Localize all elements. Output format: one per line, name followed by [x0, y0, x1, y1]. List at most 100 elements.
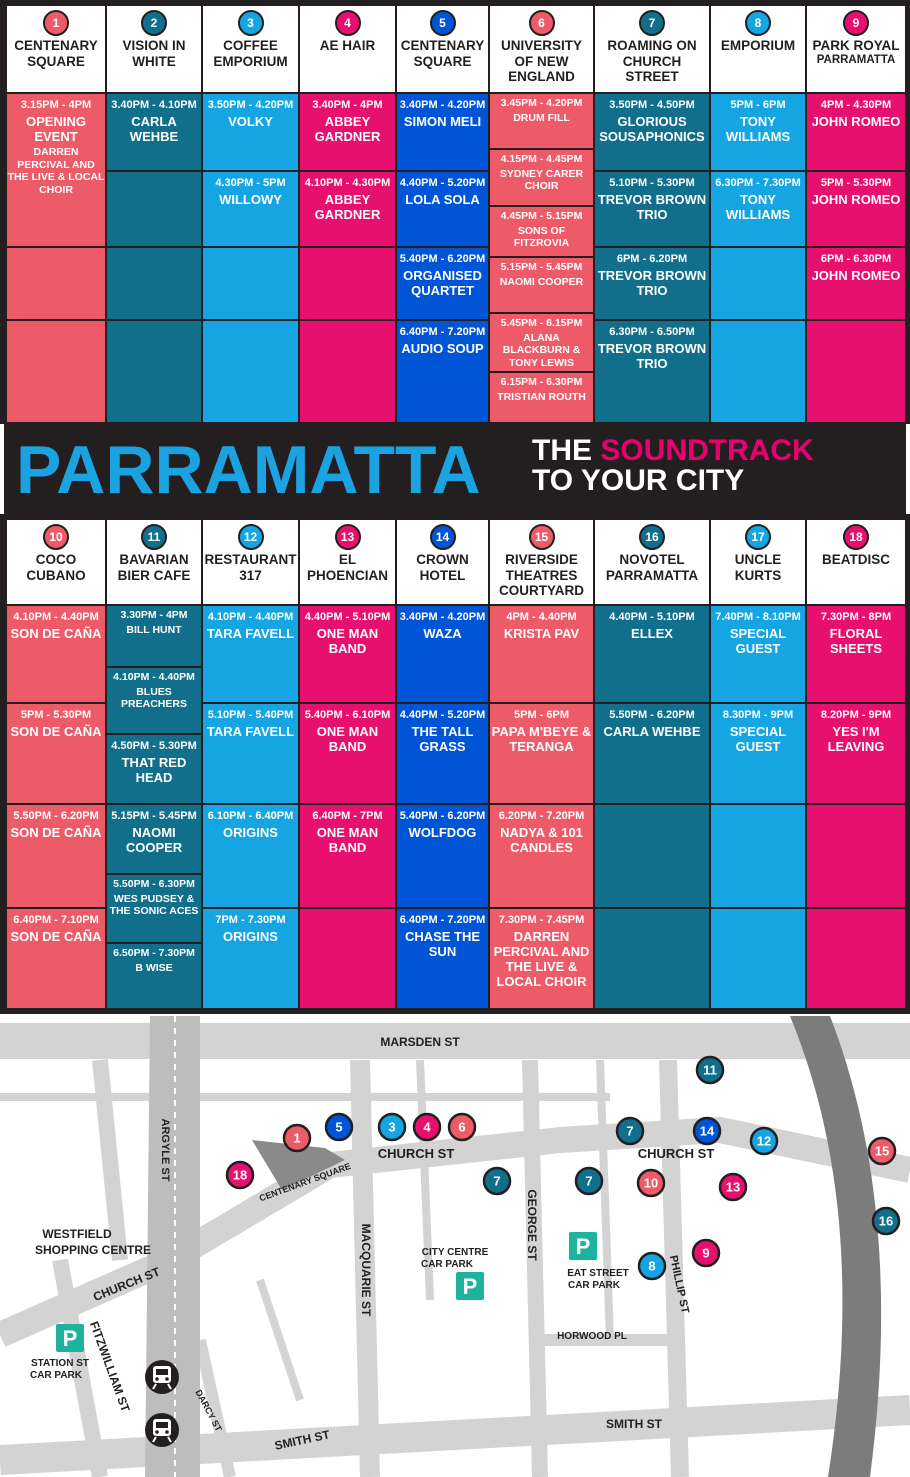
venue-marker[interactable]: 7 [482, 1166, 512, 1196]
svg-text:P: P [463, 1274, 478, 1299]
venue-number-badge: 2 [141, 10, 167, 36]
venue-marker[interactable]: 16 [871, 1206, 901, 1236]
slot-act: NAOMI COOPER [125, 825, 183, 855]
slot-act: ORIGINS [223, 929, 278, 944]
venue-column: 2 VISION IN WHITE 3.40PM - 4.10PM CARLA WEH… [107, 0, 201, 424]
slot-time: 5PM - 6PM [730, 99, 786, 111]
slot-time: 7.30PM - 8PM [820, 611, 892, 623]
venue-marker[interactable]: 7 [615, 1116, 645, 1146]
slot-time: 4.10PM - 4.30PM [304, 177, 391, 189]
slot-time: 7.30PM - 7.45PM [498, 914, 585, 926]
empty-cell [300, 321, 395, 422]
venue-number-badge: 6 [528, 10, 555, 36]
venue-marker[interactable]: 15 [867, 1136, 897, 1166]
venue-marker[interactable]: 4 [412, 1112, 442, 1142]
venue-marker-number: 3 [388, 1120, 395, 1135]
place-label: CITY CENTRE [422, 1247, 489, 1258]
slot-time: 3.40PM - 4PM [312, 99, 383, 111]
slot-act: TREVOR BROWN TRIO [597, 341, 707, 371]
slot-act: WES PUDSEY & THE SONIC ACES [109, 892, 199, 918]
slot-act: NADYA & 101 CANDLES [500, 825, 583, 855]
slot-act: TRISTIAN ROUTH [497, 390, 586, 403]
venue-name: NOVOTEL PARRAMATTA [605, 552, 699, 583]
venue-name: VISION IN WHITE [122, 38, 186, 69]
slot-time: 4.10PM - 4.40PM [13, 611, 99, 623]
schedule-cell: 3.40PM - 4.20PM SIMON MELI [397, 94, 488, 170]
schedule-cell: 5.45PM - 6.15PM ALANA BLACKBURN & TONY LE… [490, 314, 593, 371]
venue-marker[interactable]: 6 [447, 1112, 477, 1142]
empty-cell [7, 248, 105, 319]
venue-marker[interactable]: 8 [637, 1251, 667, 1281]
venue-header: 5 CENTENARY SQUARE [397, 6, 488, 92]
slot-time: 5.45PM - 6.15PM [500, 317, 583, 329]
slot-act: FLORAL SHEETS [829, 626, 883, 656]
slot-act: TREVOR BROWN TRIO [597, 192, 707, 222]
slot-time: 5.50PM - 6.20PM [13, 810, 99, 822]
slot-act: ABBEY GARDNER [314, 192, 381, 222]
venue-name: ROAMING ON CHURCH STREET [607, 38, 697, 84]
venue-header: 9 PARK ROYAL PARRAMATTA [807, 6, 905, 92]
slot-time: 3.50PM - 4.20PM [207, 99, 294, 111]
slot-act: PAPA M'BEYE & TERANGA [491, 724, 592, 754]
slot-time: 4.40PM - 5.10PM [304, 611, 391, 623]
venue-marker[interactable]: 5 [324, 1112, 354, 1142]
empty-cell [711, 321, 805, 422]
schedule-cell: 4.45PM - 5.15PM SONS OF FITZROVIA [490, 207, 593, 256]
slot-time: 5.40PM - 6.20PM [399, 253, 486, 265]
venue-marker[interactable]: 7 [574, 1166, 604, 1196]
slot-act: JOHN ROMEO [811, 192, 901, 207]
venue-number-badge: 13 [334, 524, 361, 550]
schedule-cell: 5.10PM - 5.40PM TARA FAVELL [203, 704, 298, 803]
venue-header: 10 COCO CUBANO [7, 520, 105, 604]
phillip-street [659, 1059, 689, 1477]
slot-time: 6.40PM - 7PM [312, 810, 383, 822]
slot-time: 6.30PM - 6.50PM [609, 326, 695, 338]
venue-marker[interactable]: 10 [636, 1168, 666, 1198]
venue-number-badge: 10 [43, 524, 69, 550]
parking-icon: P [569, 1232, 597, 1260]
empty-cell [711, 909, 805, 1008]
schedule-cell: 4.10PM - 4.40PM SON DE CAÑA [7, 606, 105, 702]
venue-header: 12 RESTAURANT 317 [203, 520, 298, 604]
venue-marker[interactable]: 3 [377, 1112, 407, 1142]
venue-column: 15 RIVERSIDE THEATRES COURTYARD 4PM - 4.40… [490, 514, 593, 1014]
place-label: CAR PARK [421, 1259, 474, 1270]
venue-subname: PARRAMATTA [816, 53, 896, 66]
venue-column: 7 ROAMING ON CHURCH STREET 3.50PM - 4.50PM… [595, 0, 709, 424]
slot-time: 6.30PM - 7.30PM [715, 177, 801, 189]
slot-act: NAOMI COOPER [499, 275, 584, 288]
venue-number-badge: 5 [429, 10, 456, 36]
slot-time: 5.40PM - 6.10PM [304, 709, 391, 721]
slot-act: ABBEY GARDNER [314, 114, 381, 144]
tagline-soundtrack: SOUNDTRACK [600, 434, 814, 467]
slot-time: 5PM - 6PM [513, 709, 569, 721]
venue-name: CROWN HOTEL [416, 552, 469, 583]
schedule-cell: 4.40PM - 5.10PM ELLEX [595, 606, 709, 702]
macquarie-street [350, 1059, 380, 1477]
schedule-cell: 6.40PM - 7.20PM CHASE THE SUN [397, 909, 488, 1008]
svg-text:P: P [576, 1234, 591, 1259]
train-icon [145, 1413, 179, 1447]
parking-icon: P [56, 1324, 84, 1352]
venue-marker[interactable]: 18 [225, 1160, 255, 1190]
schedule-cell: 4.15PM - 4.45PM SYDNEY CARER CHOIR [490, 150, 593, 205]
venue-marker[interactable]: 13 [718, 1172, 748, 1202]
schedule-cell: 4.40PM - 5.10PM ONE MAN BAND [300, 606, 395, 702]
venue-number-badge: 11 [141, 524, 167, 550]
slot-act: BLUES PREACHERS [121, 685, 187, 711]
venue-name: COFFEE EMPORIUM [213, 38, 288, 69]
slot-time: 6.20PM - 7.20PM [498, 810, 585, 822]
venue-number-badge: 7 [639, 10, 665, 36]
place-label: SHOPPING CENTRE [35, 1243, 151, 1257]
slot-time: 5PM - 5.30PM [20, 709, 92, 721]
venue-name: EMPORIUM [720, 38, 796, 53]
venue-marker[interactable]: 12 [749, 1126, 779, 1156]
venue-marker[interactable]: 11 [695, 1055, 725, 1085]
venue-marker[interactable]: 14 [692, 1116, 722, 1146]
venue-marker[interactable]: 9 [691, 1238, 721, 1268]
venue-marker[interactable]: 1 [282, 1123, 312, 1153]
schedule-cell: 5.40PM - 6.10PM ONE MAN BAND [300, 704, 395, 803]
empty-cell [711, 248, 805, 319]
